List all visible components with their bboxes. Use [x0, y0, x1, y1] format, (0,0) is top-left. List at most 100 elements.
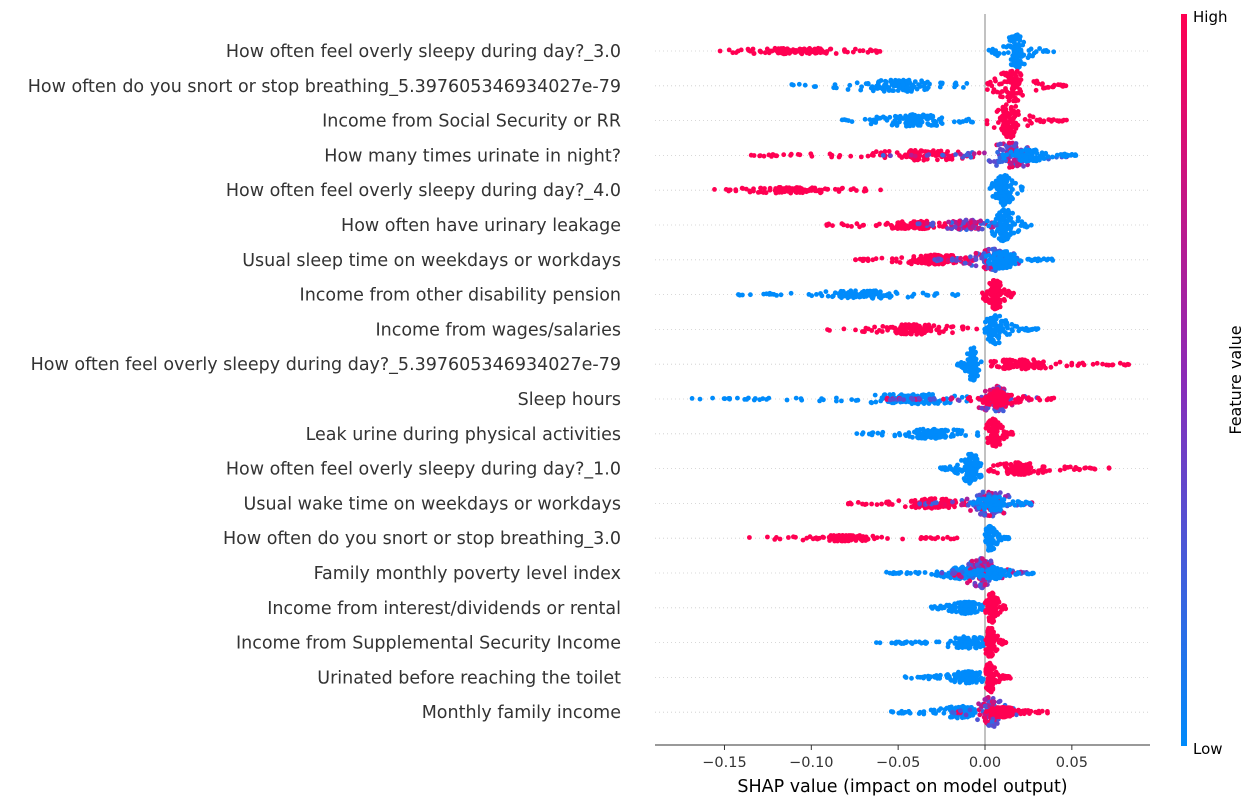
- shap-point: [966, 452, 971, 457]
- shap-point: [963, 478, 969, 484]
- shap-point: [1015, 570, 1021, 575]
- shap-point: [820, 49, 826, 55]
- shap-point: [871, 288, 877, 294]
- shap-point: [1007, 198, 1013, 204]
- shap-point: [865, 153, 871, 159]
- shap-point: [1015, 98, 1021, 103]
- shap-point: [880, 429, 886, 435]
- shap-point: [1001, 497, 1007, 503]
- shap-point: [1007, 95, 1012, 100]
- shap-point: [926, 500, 931, 505]
- shap-point: [778, 189, 784, 194]
- shap-point: [998, 146, 1003, 152]
- shap-point: [929, 571, 934, 577]
- shap-point: [959, 468, 965, 474]
- shap-point: [853, 257, 859, 263]
- shap-point: [821, 535, 826, 540]
- shap-point: [1073, 152, 1078, 158]
- shap-point: [1003, 102, 1009, 108]
- shap-point: [910, 82, 916, 88]
- shap-point: [985, 297, 990, 303]
- shap-point: [950, 499, 955, 505]
- shap-point: [848, 153, 854, 159]
- shap-point: [1005, 120, 1011, 126]
- shap-point: [916, 396, 922, 401]
- shap-point: [908, 395, 914, 401]
- shap-point: [967, 457, 973, 463]
- shap-point: [985, 336, 991, 342]
- shap-point: [1010, 292, 1015, 298]
- shap-point: [747, 48, 753, 54]
- shap-point: [793, 395, 799, 401]
- shap-point: [1004, 144, 1010, 150]
- shap-point: [889, 224, 895, 230]
- shap-point: [893, 329, 898, 335]
- shap-point: [920, 114, 926, 120]
- shap-point: [963, 217, 969, 223]
- shap-point: [853, 46, 858, 52]
- shap-point: [1057, 359, 1063, 365]
- shap-point: [1004, 263, 1009, 269]
- shap-point: [774, 153, 780, 159]
- shap-point: [993, 78, 998, 84]
- shap-point: [781, 152, 787, 158]
- shap-point: [1019, 364, 1024, 370]
- shap-point: [987, 159, 993, 165]
- shap-point: [950, 431, 955, 437]
- shap-point: [993, 420, 999, 425]
- shap-point: [837, 293, 843, 299]
- shap-point: [1015, 218, 1021, 224]
- shap-point: [969, 350, 974, 356]
- shap-point: [1027, 500, 1033, 506]
- shap-point: [855, 293, 861, 299]
- shap-point: [944, 323, 950, 329]
- shap-point: [855, 535, 861, 541]
- shap-point: [1092, 466, 1098, 472]
- shap-point: [1016, 228, 1022, 233]
- shap-point: [1005, 218, 1011, 223]
- shap-point: [919, 80, 925, 85]
- shap-point: [1009, 44, 1015, 50]
- shap-point: [874, 329, 880, 335]
- shap-point: [895, 88, 901, 93]
- shap-point: [997, 461, 1003, 467]
- shap-point: [1026, 148, 1032, 153]
- shap-point: [844, 534, 850, 540]
- shap-point: [983, 394, 989, 400]
- shap-point: [880, 153, 886, 158]
- shap-point: [884, 569, 889, 575]
- shap-point: [965, 601, 971, 606]
- shap-point: [921, 401, 927, 406]
- shap-point: [995, 300, 1001, 306]
- shap-point: [959, 429, 964, 435]
- shap-point: [1020, 185, 1025, 190]
- shap-point: [897, 119, 902, 125]
- shap-point: [997, 280, 1003, 285]
- shap-point: [877, 115, 883, 121]
- shap-point: [785, 46, 790, 52]
- shap-point: [801, 187, 807, 193]
- feature-row-points: [839, 102, 1069, 140]
- shap-point: [1044, 257, 1050, 263]
- shap-point: [902, 640, 908, 645]
- shap-point: [958, 255, 963, 261]
- shap-point: [1013, 152, 1018, 158]
- shap-point: [850, 533, 856, 538]
- shap-point: [1001, 44, 1006, 49]
- shap-point: [1024, 571, 1030, 577]
- shap-point: [899, 255, 905, 260]
- shap-point: [884, 117, 890, 123]
- shap-point: [1047, 468, 1052, 473]
- shap-point: [997, 330, 1002, 336]
- shap-point: [1005, 209, 1011, 215]
- shap-point: [838, 288, 844, 294]
- shap-point: [989, 363, 995, 369]
- shap-point: [991, 340, 997, 346]
- shap-point: [774, 293, 779, 298]
- shap-point: [1013, 104, 1019, 109]
- shap-point: [917, 123, 923, 128]
- shap-point: [945, 534, 950, 540]
- shap-point: [765, 534, 770, 540]
- shap-point: [1008, 469, 1014, 474]
- shap-point: [949, 156, 955, 162]
